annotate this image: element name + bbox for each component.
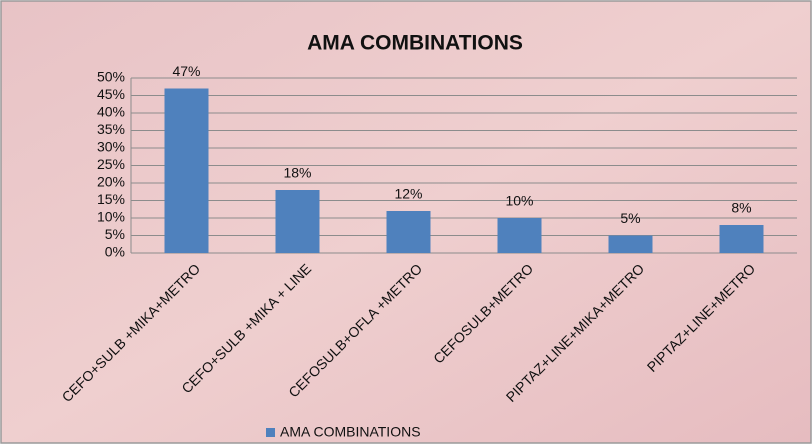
legend-swatch	[266, 428, 275, 437]
y-tick-label: 0%	[105, 244, 125, 260]
bar	[164, 88, 209, 253]
data-label: 18%	[283, 165, 311, 181]
y-tick-label: 45%	[97, 86, 125, 102]
data-label: 10%	[505, 193, 533, 209]
y-tick-label: 40%	[97, 104, 125, 120]
bar	[608, 235, 653, 253]
bar	[386, 211, 431, 253]
legend-label: AMA COMBINATIONS	[280, 424, 421, 440]
data-label: 47%	[172, 63, 200, 79]
bar	[719, 225, 764, 253]
y-tick-label: 50%	[97, 69, 125, 85]
y-tick-label: 25%	[97, 156, 125, 172]
y-tick-label: 30%	[97, 139, 125, 155]
chart-title: AMA COMBINATIONS	[307, 32, 523, 55]
data-label: 5%	[620, 210, 640, 226]
bar	[275, 190, 320, 253]
y-tick-label: 10%	[97, 209, 125, 225]
y-tick-label: 20%	[97, 174, 125, 190]
data-label: 12%	[394, 186, 422, 202]
y-tick-label: 35%	[97, 121, 125, 137]
data-label: 8%	[731, 200, 751, 216]
y-tick-label: 5%	[105, 226, 125, 242]
y-tick-label: 15%	[97, 191, 125, 207]
bar	[497, 218, 542, 253]
